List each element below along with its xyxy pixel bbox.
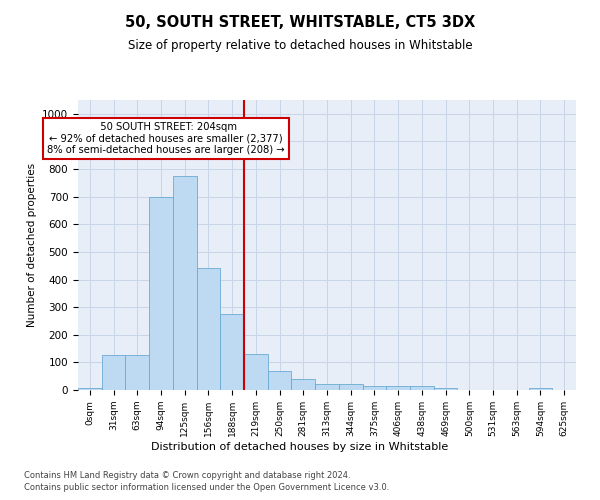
Y-axis label: Number of detached properties: Number of detached properties [26,163,37,327]
Bar [339,384,362,390]
Bar [220,314,244,390]
Bar [386,386,410,390]
Bar [410,386,434,390]
Text: Size of property relative to detached houses in Whitstable: Size of property relative to detached ho… [128,39,472,52]
Text: Contains public sector information licensed under the Open Government Licence v3: Contains public sector information licen… [24,484,389,492]
Bar [362,386,386,390]
Bar [292,379,315,390]
Bar [268,370,292,390]
Text: Distribution of detached houses by size in Whitstable: Distribution of detached houses by size … [151,442,449,452]
Bar [197,268,220,390]
Bar [125,356,149,390]
Text: 50, SOUTH STREET, WHITSTABLE, CT5 3DX: 50, SOUTH STREET, WHITSTABLE, CT5 3DX [125,15,475,30]
Bar [78,388,102,390]
Bar [149,196,173,390]
Bar [434,388,457,390]
Bar [173,176,197,390]
Bar [315,384,339,390]
Bar [529,388,552,390]
Text: 50 SOUTH STREET: 204sqm
← 92% of detached houses are smaller (2,377)
8% of semi-: 50 SOUTH STREET: 204sqm ← 92% of detache… [47,122,284,156]
Text: Contains HM Land Registry data © Crown copyright and database right 2024.: Contains HM Land Registry data © Crown c… [24,471,350,480]
Bar [102,356,125,390]
Bar [244,354,268,390]
